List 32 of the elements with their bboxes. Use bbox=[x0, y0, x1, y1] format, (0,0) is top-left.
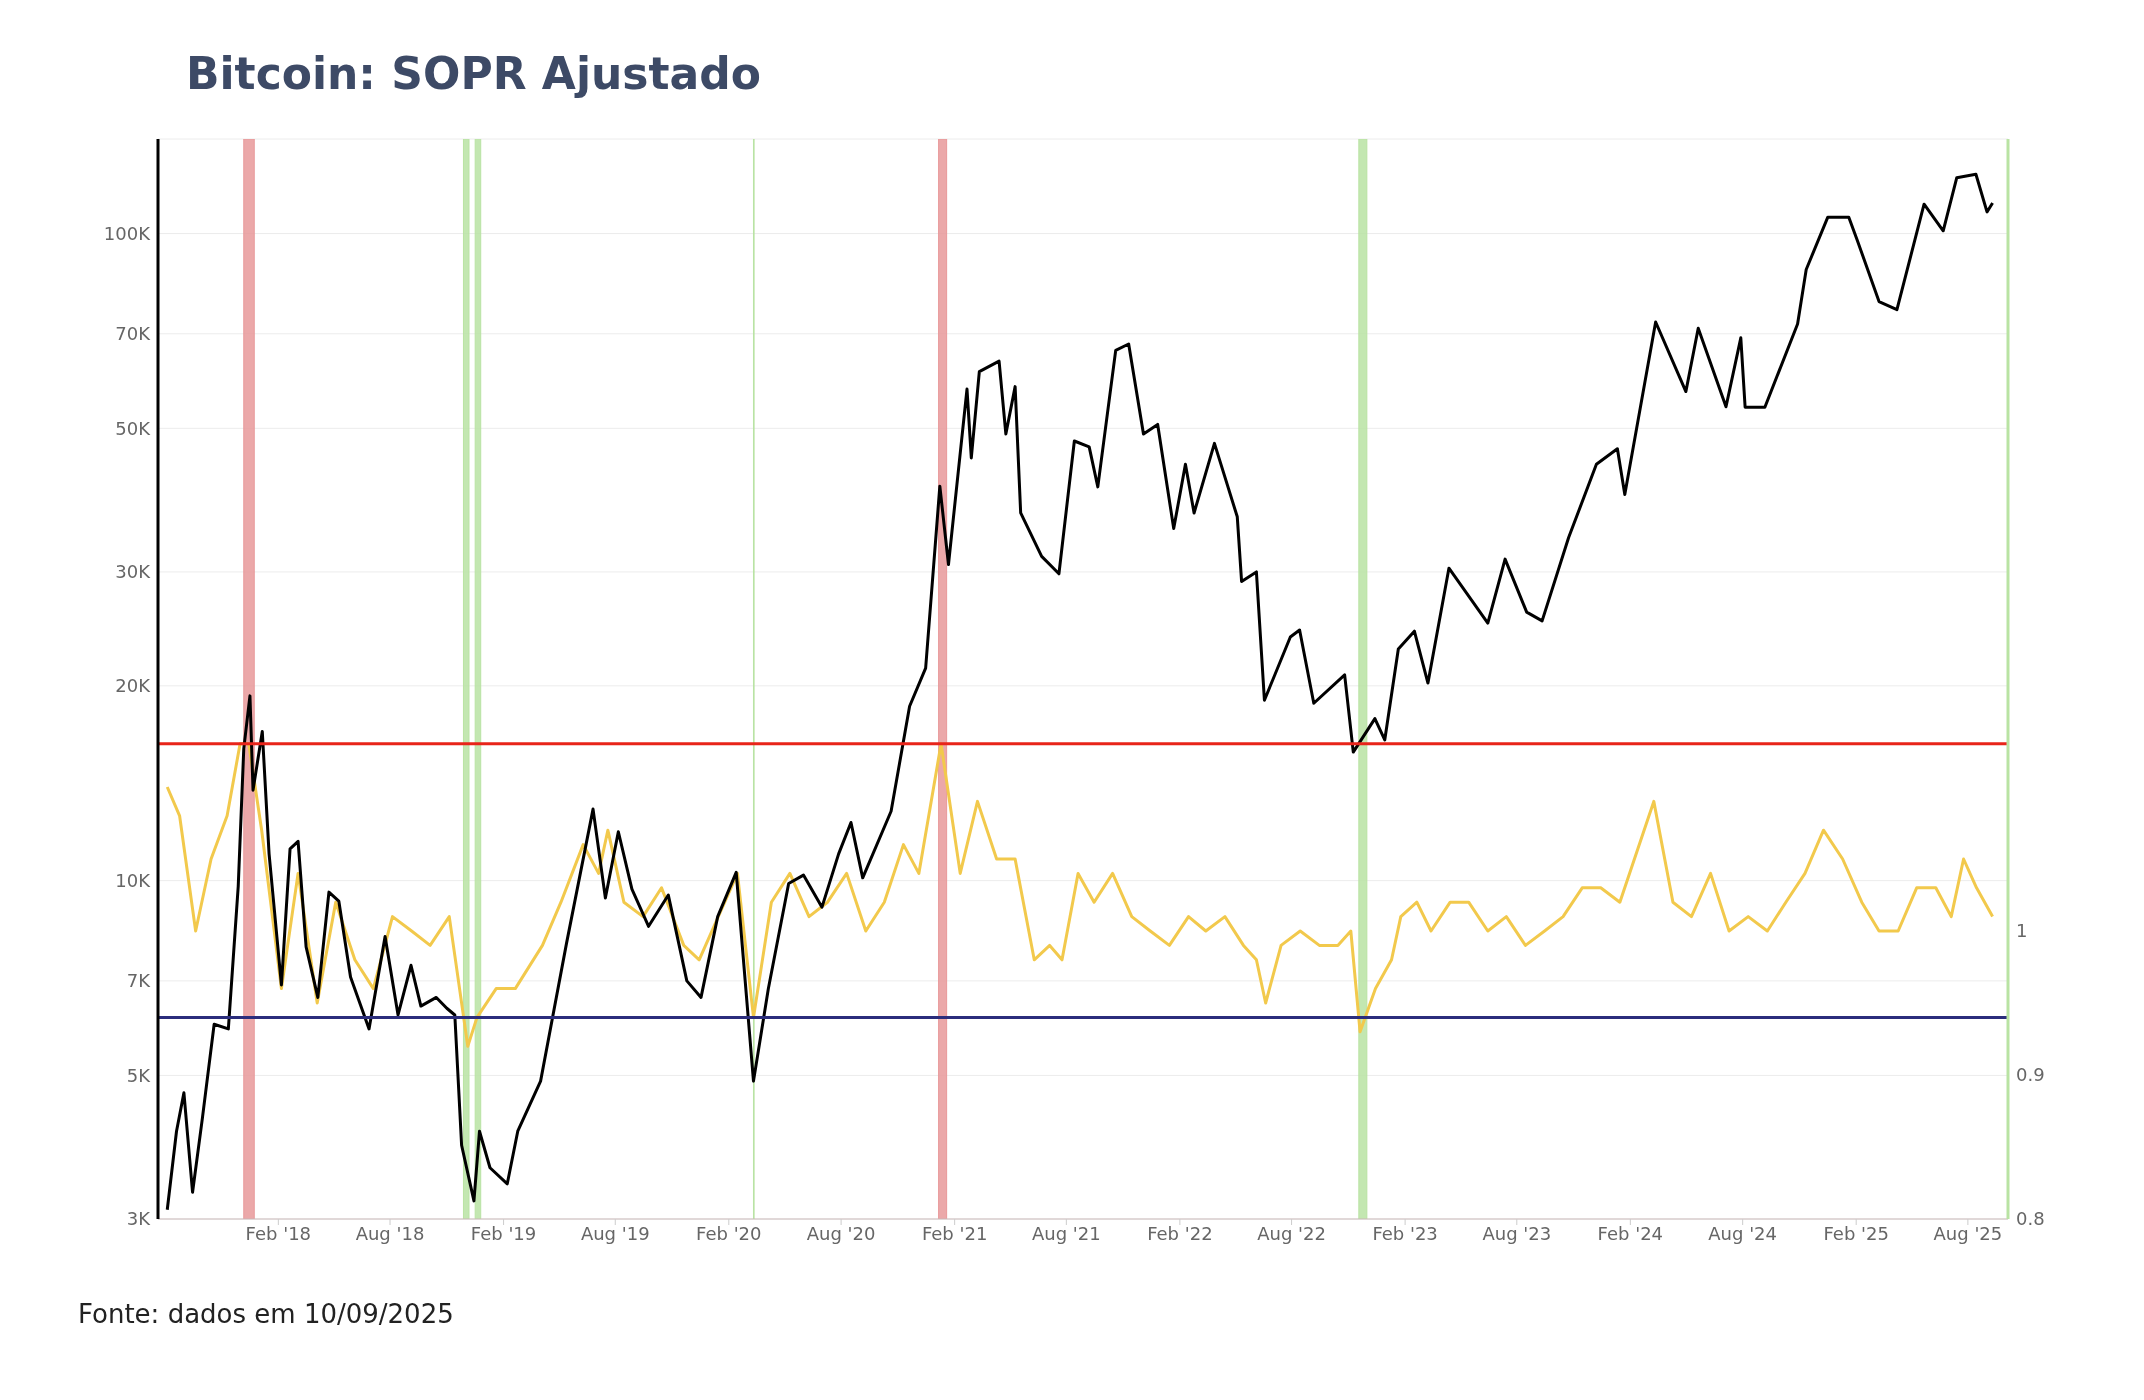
x-tick-label: Aug '20 bbox=[806, 1222, 876, 1244]
y-tick-label: 5K bbox=[126, 1064, 152, 1086]
x-tick-label: Aug '23 bbox=[1482, 1222, 1552, 1244]
y2-tick-label: 1 bbox=[2016, 920, 2028, 942]
x-tick-label: Aug '24 bbox=[1708, 1222, 1778, 1244]
x-tick-label: Aug '18 bbox=[355, 1222, 425, 1244]
x-tick-label: Feb '19 bbox=[470, 1222, 537, 1244]
y-tick-label: 100K bbox=[103, 222, 152, 244]
y2-tick-label: 0.9 bbox=[2016, 1064, 2045, 1086]
line-series bbox=[165, 172, 1995, 1212]
x-tick-label: Aug '19 bbox=[580, 1222, 650, 1244]
x-tick-label: Feb '25 bbox=[1823, 1222, 1889, 1244]
x-tick-label: Aug '21 bbox=[1031, 1222, 1101, 1244]
x-tick-label: Feb '20 bbox=[696, 1222, 762, 1244]
x-tick-label: Feb '18 bbox=[245, 1222, 312, 1244]
y2-tick-label: 0.8 bbox=[2016, 1208, 2045, 1230]
y-tick-label: 10K bbox=[115, 870, 152, 892]
y-tick-label: 70K bbox=[115, 323, 152, 345]
y-tick-label: 7K bbox=[126, 970, 152, 992]
y-tick-label: 50K bbox=[115, 417, 152, 439]
x-tick-label: Feb '23 bbox=[1372, 1222, 1438, 1244]
x-tick-label: Feb '22 bbox=[1147, 1222, 1213, 1244]
source-note: Fonte: dados em 10/09/2025 bbox=[78, 1299, 455, 1329]
chart-title: Bitcoin: SOPR Ajustado bbox=[186, 48, 762, 99]
y-tick-label: 20K bbox=[115, 675, 152, 697]
x-tick-label: Feb '21 bbox=[921, 1222, 988, 1244]
x-tick-label: Feb '24 bbox=[1597, 1222, 1664, 1244]
y-tick-label: 30K bbox=[115, 561, 152, 583]
x-tick-label: Aug '22 bbox=[1257, 1222, 1326, 1244]
line-series bbox=[165, 742, 1995, 1048]
x-tick-label: Aug '25 bbox=[1933, 1222, 2003, 1244]
y-tick-label: 3K bbox=[126, 1208, 152, 1230]
